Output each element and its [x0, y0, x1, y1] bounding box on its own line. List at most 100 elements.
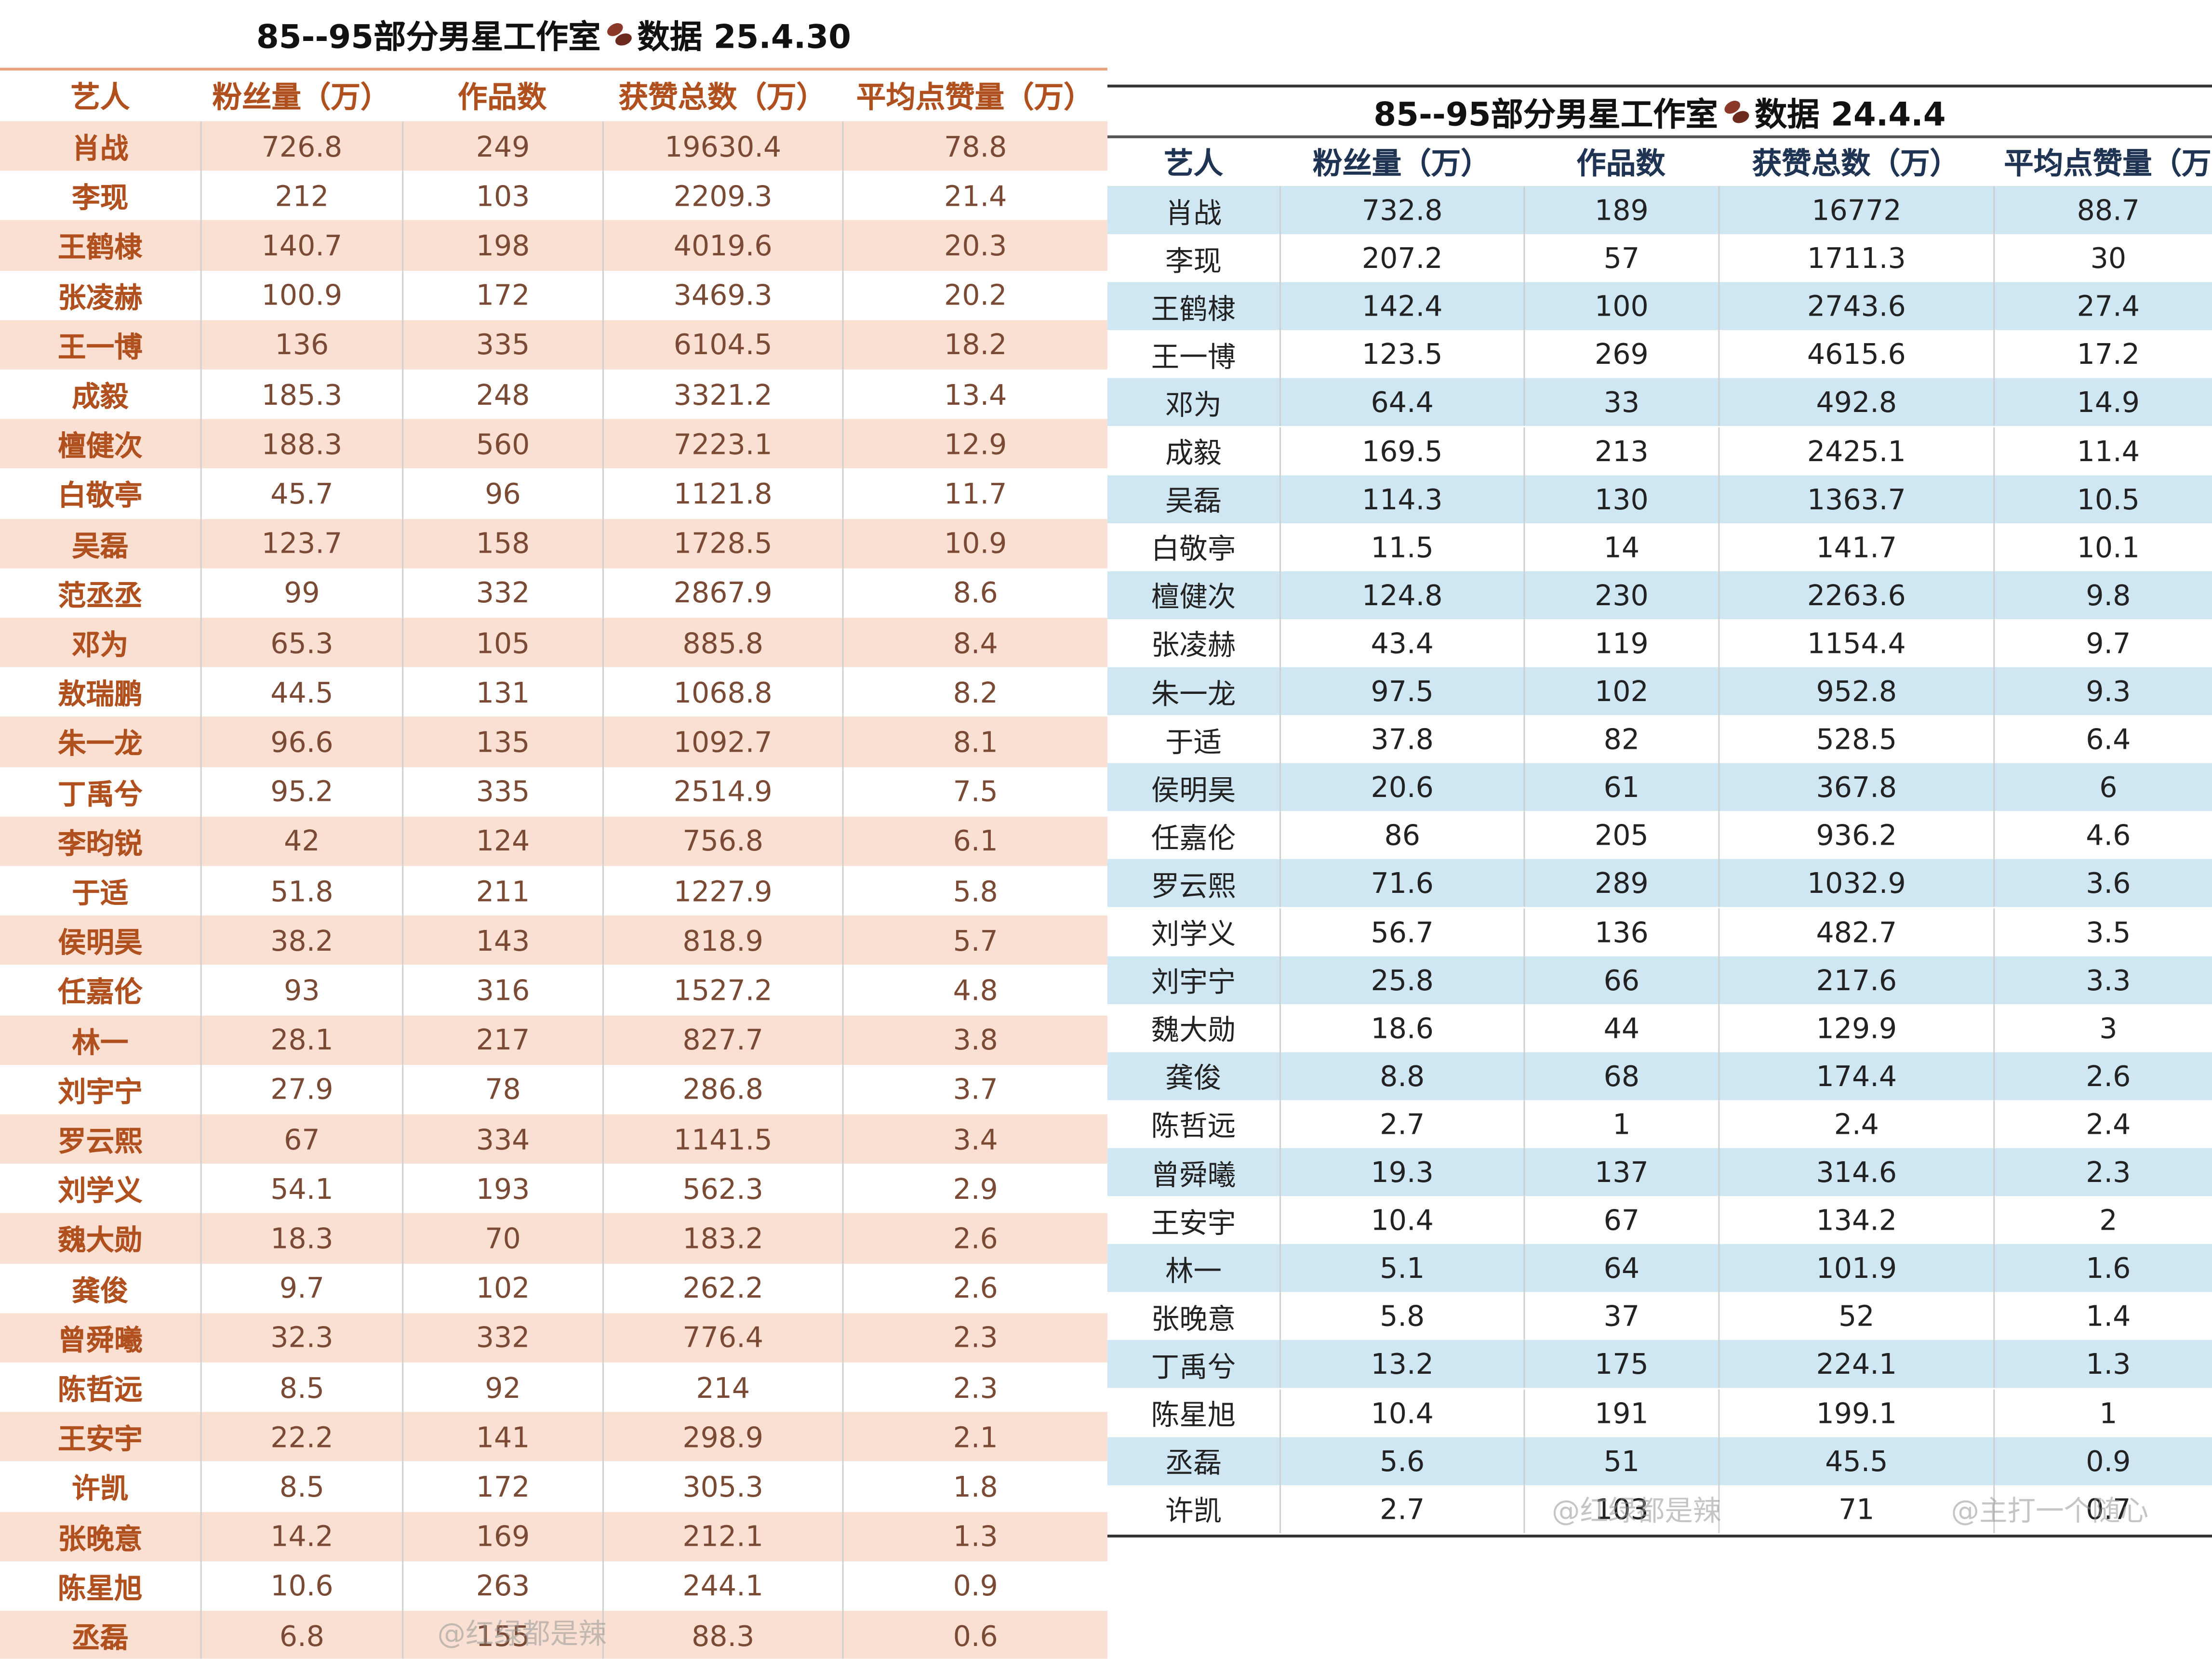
- artist-name: 白敬亭: [1151, 532, 1236, 566]
- data-cell: 1.6: [1993, 1244, 2212, 1293]
- row-band: [1107, 186, 2212, 235]
- data-cell: 5.1: [1279, 1244, 1523, 1293]
- column-header: 作品数: [1576, 146, 1666, 181]
- data-cell: 2.3: [842, 1313, 1107, 1363]
- header-rule: [0, 67, 1107, 71]
- data-cell: 130: [1523, 475, 1718, 523]
- data-cell: 1121.8: [602, 469, 842, 519]
- row-band: [1107, 1485, 2212, 1533]
- data-cell: 131: [402, 667, 602, 717]
- data-cell: 169.5: [1279, 426, 1523, 475]
- artist-name: 罗云熙: [58, 1124, 143, 1158]
- row-band: [1107, 1292, 2212, 1341]
- data-cell: 1728.5: [602, 518, 842, 569]
- artist-name: 敖瑞鹏: [58, 677, 143, 712]
- data-cell: 123.7: [200, 518, 402, 569]
- data-cell: 2743.6: [1718, 282, 1993, 331]
- artist-name: 曾舜曦: [58, 1323, 143, 1357]
- row-band: [0, 1015, 1107, 1065]
- data-cell: 305.3: [602, 1461, 842, 1512]
- artist-name: 邓为: [1165, 387, 1222, 422]
- data-cell: 37.8: [1279, 715, 1523, 764]
- data-cell: 2867.9: [602, 568, 842, 618]
- artist-name: 张晚意: [1151, 1301, 1236, 1336]
- data-cell: 2.1: [842, 1412, 1107, 1462]
- artist-name: 魏大勋: [58, 1223, 143, 1258]
- artist-name: 刘学义: [58, 1174, 143, 1208]
- data-cell: 20.2: [842, 270, 1107, 320]
- data-cell: 224.1: [1718, 1340, 1993, 1389]
- data-cell: 335: [402, 319, 602, 370]
- data-cell: 3.3: [1993, 956, 2212, 1004]
- data-cell: 9.3: [1993, 667, 2212, 716]
- row-band: [0, 171, 1107, 221]
- data-cell: 827.7: [602, 1015, 842, 1065]
- data-cell: 248: [402, 369, 602, 419]
- data-cell: 95.2: [200, 767, 402, 817]
- row-band: [1107, 378, 2212, 427]
- data-cell: 18.2: [842, 319, 1107, 370]
- data-cell: 33: [1523, 378, 1718, 427]
- watermark: @主打一个随心: [1951, 1494, 2149, 1528]
- data-cell: 198: [402, 220, 602, 270]
- artist-name: 丁禹兮: [58, 777, 143, 811]
- data-cell: 185.3: [200, 369, 402, 419]
- data-cell: 211: [402, 866, 602, 916]
- row-band: [0, 866, 1107, 916]
- data-cell: 885.8: [602, 618, 842, 668]
- data-cell: 10.5: [1993, 475, 2212, 523]
- row-band: [1107, 1004, 2212, 1052]
- row-band: [1107, 811, 2212, 860]
- data-cell: 13.4: [842, 369, 1107, 419]
- watermark: @红绿都是辣: [437, 1616, 607, 1650]
- data-cell: 169: [402, 1511, 602, 1561]
- data-cell: 562.3: [602, 1164, 842, 1214]
- data-cell: 732.8: [1279, 186, 1523, 235]
- artist-name: 罗云熙: [1151, 869, 1236, 903]
- data-cell: 82: [1523, 715, 1718, 764]
- artist-name: 李昀锐: [58, 826, 143, 861]
- row-band: [1107, 330, 2212, 379]
- row-band: [0, 667, 1107, 717]
- data-cell: 28.1: [200, 1015, 402, 1065]
- data-cell: 3469.3: [602, 270, 842, 320]
- data-cell: 21.4: [842, 171, 1107, 221]
- row-band: [1107, 1388, 2212, 1437]
- title-text: 数据 25.4.30: [637, 19, 852, 57]
- column-header: 艺人: [1164, 146, 1223, 181]
- data-cell: 5.8: [1279, 1292, 1523, 1341]
- artist-name: 檀健次: [58, 429, 143, 463]
- artist-name: 于适: [1165, 724, 1222, 758]
- data-cell: 124: [402, 816, 602, 866]
- data-cell: 136: [200, 319, 402, 370]
- data-cell: 42: [200, 816, 402, 866]
- data-cell: 0.6: [842, 1610, 1107, 1659]
- data-cell: 199.1: [1718, 1388, 1993, 1437]
- artist-name: 成毅: [1165, 436, 1222, 470]
- artist-name: 王一博: [1151, 340, 1236, 374]
- row-band: [1107, 1148, 2212, 1196]
- data-cell: 289: [1523, 859, 1718, 908]
- data-cell: 269: [1523, 330, 1718, 379]
- data-cell: 230: [1523, 571, 1718, 619]
- row-band: [1107, 619, 2212, 667]
- row-band: [1107, 715, 2212, 764]
- artist-name: 肖战: [72, 131, 129, 165]
- data-cell: 1.3: [1993, 1340, 2212, 1389]
- data-cell: 952.8: [1718, 667, 1993, 716]
- data-cell: 2.9: [842, 1164, 1107, 1214]
- artist-name: 李现: [1165, 243, 1222, 278]
- data-cell: 141.7: [1718, 523, 1993, 571]
- data-cell: 207.2: [1279, 234, 1523, 283]
- row-band: [1107, 234, 2212, 283]
- row-band: [1107, 282, 2212, 331]
- data-cell: 0.7: [1993, 1485, 2212, 1533]
- data-cell: 44: [1523, 1004, 1718, 1052]
- column-header: 获赞总数（万）: [618, 80, 826, 115]
- row-band: [0, 369, 1107, 419]
- data-cell: 8.6: [842, 568, 1107, 618]
- data-cell: 10.6: [200, 1561, 402, 1611]
- column-header: 平均点赞量（万: [2004, 146, 2212, 181]
- artist-name: 李现: [72, 181, 129, 215]
- data-cell: 191: [1523, 1388, 1718, 1437]
